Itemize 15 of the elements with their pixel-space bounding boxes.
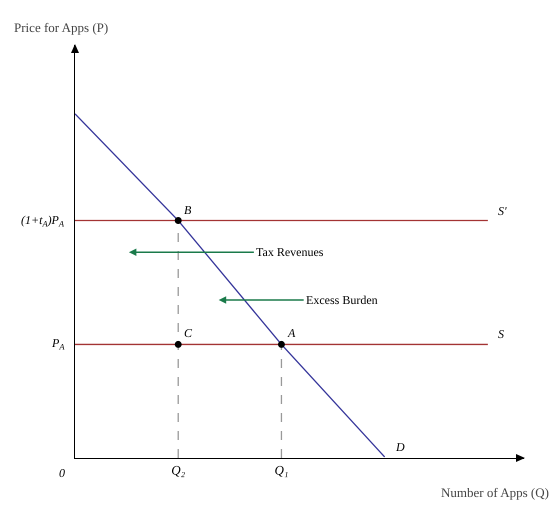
annotation: Tax Revenues [256, 245, 324, 259]
annotation: B [184, 203, 192, 217]
annotation: S [498, 327, 504, 341]
text: Price for Apps (P) [14, 20, 108, 35]
annotation: C [184, 326, 193, 340]
annotation: S' [498, 204, 507, 218]
text: P$_{A}$ [51, 336, 66, 352]
annotation: A [287, 326, 296, 340]
x-axis-title: Number of Apps (Q) [441, 485, 549, 500]
text: 0 [59, 466, 65, 480]
annotation: Excess Burden [306, 293, 378, 307]
x-tick-label: Q₁ [274, 462, 288, 478]
annotation: D [395, 440, 405, 454]
x-tick-label: Q₂ [171, 462, 186, 478]
text: (1+t$_{A}$)P$_{A}$ [21, 213, 65, 229]
